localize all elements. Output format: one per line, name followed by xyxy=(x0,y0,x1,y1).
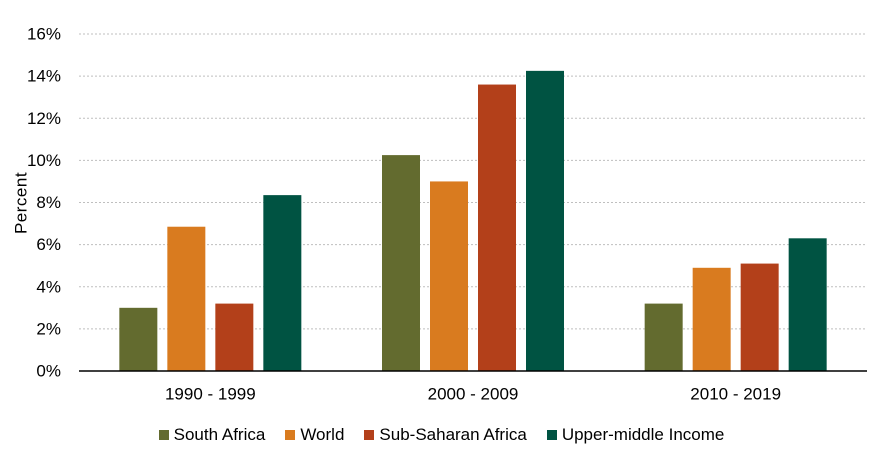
x-tick-label: 2010 - 2019 xyxy=(690,385,781,404)
legend-label: South Africa xyxy=(173,425,266,444)
gridlines xyxy=(79,33,867,330)
y-tick-label: 10% xyxy=(27,151,61,170)
y-tick-label: 2% xyxy=(36,319,61,338)
bar-sub-saharan-africa-3 xyxy=(740,263,779,371)
bar-sub-saharan-africa-2 xyxy=(478,84,516,372)
legend-item: Sub-Saharan Africa xyxy=(364,425,527,445)
legend-item: South Africa xyxy=(158,425,266,445)
bar-world-1 xyxy=(167,226,206,371)
legend-label: World xyxy=(300,425,345,444)
bar-world-2 xyxy=(430,181,468,371)
y-tick-label: 14% xyxy=(27,67,61,86)
bar-sub-saharan-africa-1 xyxy=(215,303,254,371)
y-tick-labels: 0% 2% 4% 6% 8% 10% 12% 14% 16% xyxy=(27,25,61,381)
x-tick-label: 1990 - 1999 xyxy=(165,385,256,404)
legend-label: Upper-middle Income xyxy=(561,425,725,444)
y-axis-title: Percent xyxy=(12,172,31,234)
y-tick-label: 0% xyxy=(36,362,61,381)
y-tick-label: 12% xyxy=(27,109,61,128)
legend-swatch xyxy=(285,430,296,440)
legend-item: World xyxy=(285,425,344,445)
bar-south-africa-3 xyxy=(644,303,683,371)
bar-upper-middle-income-1 xyxy=(263,195,302,371)
x-tick-label: 2000 - 2009 xyxy=(428,385,519,404)
bar-upper-middle-income-2 xyxy=(526,70,564,371)
bar-world-3 xyxy=(692,267,731,371)
bar-south-africa-1 xyxy=(119,307,158,371)
y-tick-label: 16% xyxy=(27,25,61,44)
x-tick-labels: 1990 - 1999 2000 - 2009 2010 - 2019 xyxy=(165,385,781,404)
bars xyxy=(119,70,827,372)
y-tick-label: 8% xyxy=(36,193,61,212)
legend-label: Sub-Saharan Africa xyxy=(379,425,527,444)
bar-south-africa-2 xyxy=(382,155,420,371)
bar-upper-middle-income-3 xyxy=(788,238,827,371)
legend-swatch xyxy=(158,430,169,440)
legend-item: Upper-middle Income xyxy=(546,425,725,445)
y-tick-label: 4% xyxy=(36,277,61,296)
legend-swatch xyxy=(546,430,557,440)
legend: South Africa World Sub-Saharan Africa Upper… xyxy=(0,421,883,449)
y-tick-label: 6% xyxy=(36,235,61,254)
legend-swatch xyxy=(364,430,375,440)
